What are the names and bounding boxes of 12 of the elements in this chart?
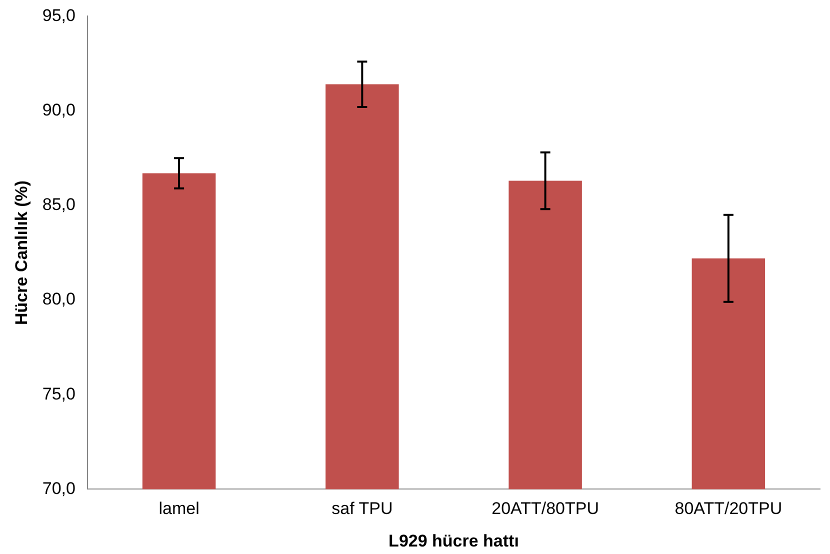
y-tick-label: 85,0 <box>42 195 76 214</box>
y-tick-label: 70,0 <box>42 478 76 498</box>
x-axis-title: L929 hücre hattı <box>388 531 519 550</box>
x-tick-label: 20ATT/80TPU <box>492 499 600 518</box>
y-tick-label: 80,0 <box>42 290 76 309</box>
y-tick-label: 95,0 <box>42 6 76 25</box>
x-tick-label: lamel <box>158 499 200 518</box>
x-tick-label: saf TPU <box>332 499 393 518</box>
y-axis-title: Hücre Canlılık (%) <box>12 180 31 325</box>
y-tick-label: 75,0 <box>42 384 76 404</box>
x-tick-label: 80ATT/20TPU <box>674 499 782 518</box>
y-tick-label: 90,0 <box>42 100 76 120</box>
